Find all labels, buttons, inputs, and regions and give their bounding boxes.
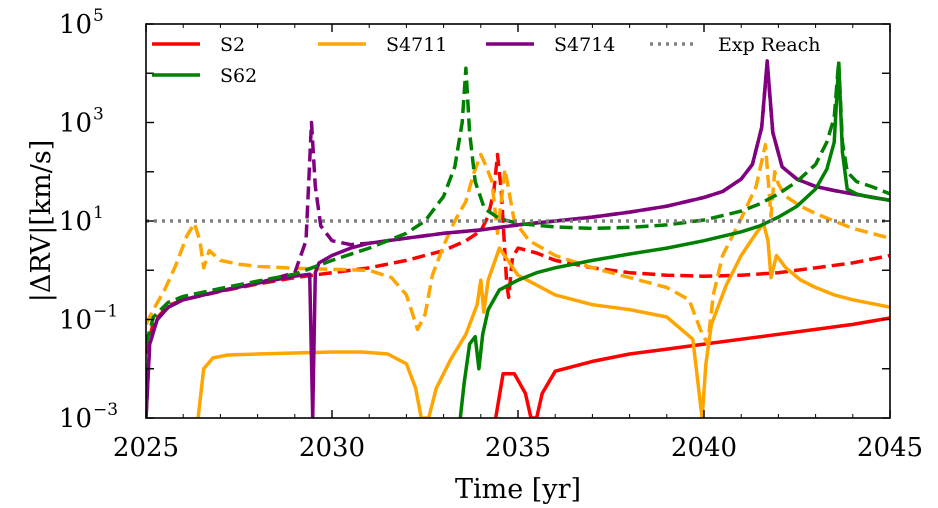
x-axis-label: Time [yr]: [455, 474, 581, 505]
y-tick-label: 10: [59, 404, 92, 434]
y-tick-label: 10: [59, 207, 92, 237]
y-tick-exponent: 1: [93, 203, 104, 223]
y-tick-exponent: 5: [93, 6, 104, 26]
legend: S2 S4711 S4714 Exp Reach S62: [152, 34, 821, 87]
x-tick-label: 2045: [857, 433, 923, 463]
y-axis-label: |ΔRV|[km/s]: [26, 140, 57, 303]
series-s4711-solid: [196, 221, 890, 418]
y-tick-exponent: −1: [93, 302, 118, 322]
series-s4714-solid: [146, 59, 890, 418]
series-s4711-dashed: [146, 142, 890, 346]
legend-entry-s2: S2: [152, 34, 245, 56]
y-tick-exponent: 3: [93, 105, 104, 125]
legend-entry-s4711: S4711: [318, 34, 447, 56]
x-tick-label: 2025: [113, 433, 179, 463]
legend-entry-s62: S62: [152, 65, 257, 87]
series-s4714-dashed: [146, 61, 890, 418]
series-s62-solid: [458, 61, 890, 418]
legend-label: S4714: [554, 34, 615, 56]
series-s2-solid: [493, 316, 890, 418]
y-tick-label: 10: [59, 109, 92, 139]
x-tick-label: 2035: [485, 433, 551, 463]
y-tick-exponent: −3: [93, 400, 118, 420]
legend-entry-exp-reach: Exp Reach: [650, 34, 821, 56]
series-layer: [146, 59, 890, 418]
y-tick-label: 10: [59, 10, 92, 40]
legend-label: Exp Reach: [718, 34, 821, 56]
series-s62-dashed: [146, 59, 890, 345]
legend-entry-s4714: S4714: [486, 34, 615, 56]
x-tick-label: 2030: [299, 433, 365, 463]
y-tick-label: 10: [59, 306, 92, 336]
legend-label: S2: [220, 34, 245, 56]
x-tick-label: 2040: [671, 433, 737, 463]
legend-label: S62: [220, 65, 257, 87]
legend-label: S4711: [386, 34, 447, 56]
